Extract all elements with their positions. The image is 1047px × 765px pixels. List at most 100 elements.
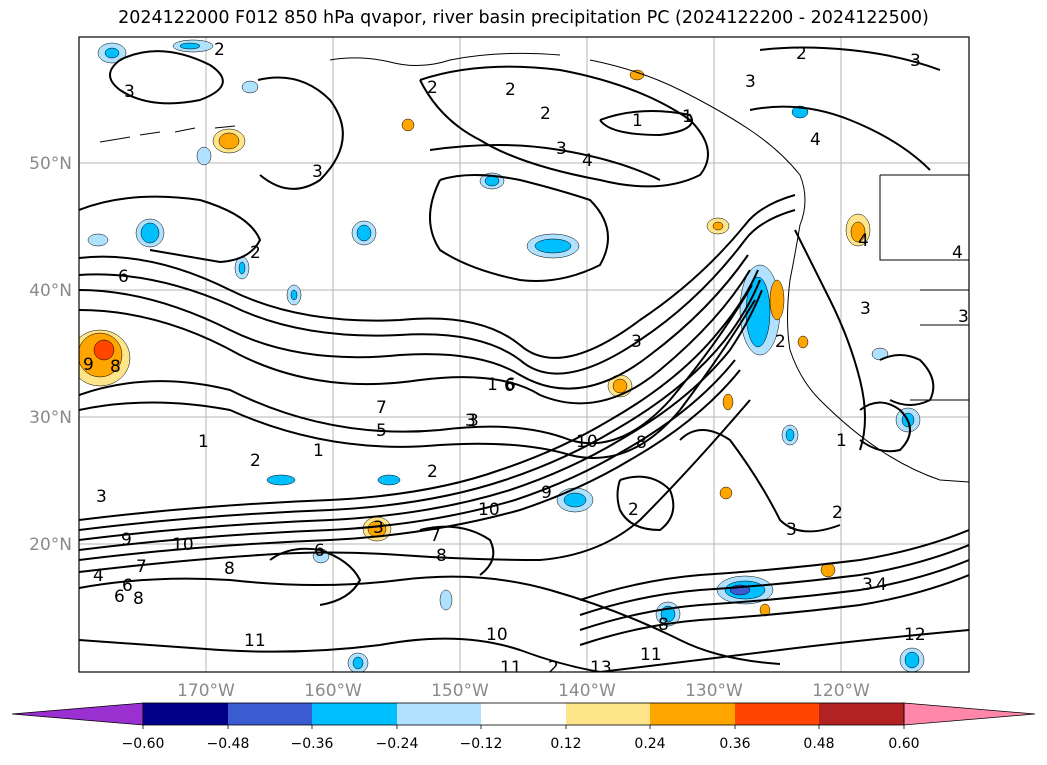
contour-label: 1 (198, 432, 209, 452)
contour-label: 9 (83, 355, 94, 375)
contour-label: 11 (500, 658, 522, 678)
colorbar-tick-label: 0.36 (719, 736, 750, 752)
contour-label: 10 (478, 500, 500, 520)
lon-label: 130°W (685, 681, 743, 701)
qvapor-contours (79, 46, 969, 672)
lat-label: 40°N (29, 281, 72, 301)
contour-label: 3 (124, 82, 135, 102)
contour-label: 2 (505, 80, 516, 100)
contour-label: 6 (118, 267, 129, 287)
lon-label: 170°W (177, 681, 235, 701)
contour-label: 6 (314, 541, 325, 561)
colorbar-segment (481, 703, 566, 725)
contour-label: 4 (810, 130, 821, 150)
colorbar-tick-label: −0.24 (376, 736, 419, 752)
contour-label: 3 (468, 411, 479, 431)
contour-label: 1 (632, 111, 643, 131)
contour-label: 2 (250, 243, 261, 263)
colorbar-tick-label: 0.48 (803, 736, 834, 752)
contour-label: 1 (836, 431, 847, 451)
contour-label: 2 (775, 332, 786, 352)
contour-label: 3 (745, 72, 756, 92)
map-frame (78, 36, 970, 673)
colorbar-tick-label: 0.24 (634, 736, 665, 752)
contour-label: 1 (313, 441, 324, 461)
colorbar-extend-max (903, 702, 1036, 726)
contour-label: 9 (121, 530, 132, 550)
contour-label: 3 (373, 518, 384, 538)
contour-label: 12 (904, 625, 926, 645)
colorbar-tick-label: 0.60 (888, 736, 919, 752)
contour-label: 3 (96, 487, 107, 507)
colorbar-segment (566, 703, 650, 725)
contour-label: 7 (136, 557, 147, 577)
colorbar-segment (228, 703, 312, 725)
contour-label: 5 (376, 421, 387, 441)
colorbar: −0.60 −0.48 −0.36 −0.24 −0.12 0.12 0.24 … (11, 702, 1036, 752)
lon-label: 140°W (558, 681, 616, 701)
contour-label: 4 (858, 231, 869, 251)
lon-label: 160°W (304, 681, 362, 701)
contour-label: 8 (636, 433, 647, 453)
contour-label: 8 (436, 546, 447, 566)
lon-label: 150°W (431, 681, 489, 701)
contour-label: 2 (214, 40, 225, 60)
contour-label: 1 (487, 375, 498, 395)
contour-label: 10 (576, 432, 598, 452)
colorbar-tick-label: −0.12 (460, 736, 503, 752)
contour-label: 2 (250, 451, 261, 471)
contour-label: 3 (786, 520, 797, 540)
contour-label: 3 (556, 139, 567, 159)
lat-label: 20°N (29, 535, 72, 555)
contour-label: 8 (110, 357, 121, 377)
contour-label: 3 (958, 307, 969, 327)
contour-label: 4 (952, 243, 963, 263)
contour-label: 11 (640, 645, 662, 665)
contour-label: 6 (505, 375, 516, 395)
colorbar-tick-label: −0.48 (207, 736, 250, 752)
contour-label: 3 (862, 575, 873, 595)
contour-label: 8 (224, 559, 235, 579)
contour-label: 10 (172, 535, 194, 555)
contour-label: 7 (376, 398, 387, 418)
contour-label: 13 (590, 658, 612, 678)
contour-label: 8 (658, 615, 669, 635)
contour-label: 4 (93, 566, 104, 586)
colorbar-tick-label: −0.60 (122, 736, 165, 752)
contour-label: 6 (504, 376, 515, 396)
contour-label: 1 (682, 107, 693, 127)
longitude-labels: 170°W 160°W 150°W 140°W 130°W 120°W (177, 681, 870, 701)
coastlines (99, 52, 969, 483)
contour-label: 3 (631, 332, 642, 352)
contour-label: 6 (122, 576, 133, 596)
contour-label: 2 (427, 78, 438, 98)
colorbar-segment (312, 703, 397, 725)
lat-label: 30°N (29, 408, 72, 428)
contour-label: 2 (796, 44, 807, 64)
colorbar-extend-min (11, 702, 144, 726)
contour-label: 2 (427, 462, 438, 482)
contour-label: 2 (540, 104, 551, 124)
latitude-labels: 50°N 40°N 30°N 20°N (29, 154, 72, 555)
contour-label: 9 (541, 483, 552, 503)
contour-label: 4 (582, 151, 593, 171)
colorbar-segment (735, 703, 819, 725)
contour-label: 3 (465, 411, 476, 431)
map-panel (79, 37, 969, 672)
map-title: 2024122000 F012 850 hPa qvapor, river ba… (118, 8, 929, 28)
lon-label: 120°W (812, 681, 870, 701)
lat-label: 50°N (29, 154, 72, 174)
colorbar-segment (819, 703, 904, 725)
colorbar-segment (143, 703, 228, 725)
contour-label: 2 (628, 500, 639, 520)
colorbar-segment (397, 703, 481, 725)
contour-label: 7 (430, 526, 441, 546)
contour-label: 6 (114, 587, 125, 607)
contour-label: 2 (548, 658, 559, 678)
contour-label: 4 (876, 575, 887, 595)
contour-label: 11 (244, 631, 266, 651)
contour-labels: 2 3 2 2 2 3 1 1 3 4 2 4 3 3 2 4 3 4 6 3 … (83, 40, 969, 678)
contour-label: 3 (312, 162, 323, 182)
contour-label: 10 (486, 625, 508, 645)
